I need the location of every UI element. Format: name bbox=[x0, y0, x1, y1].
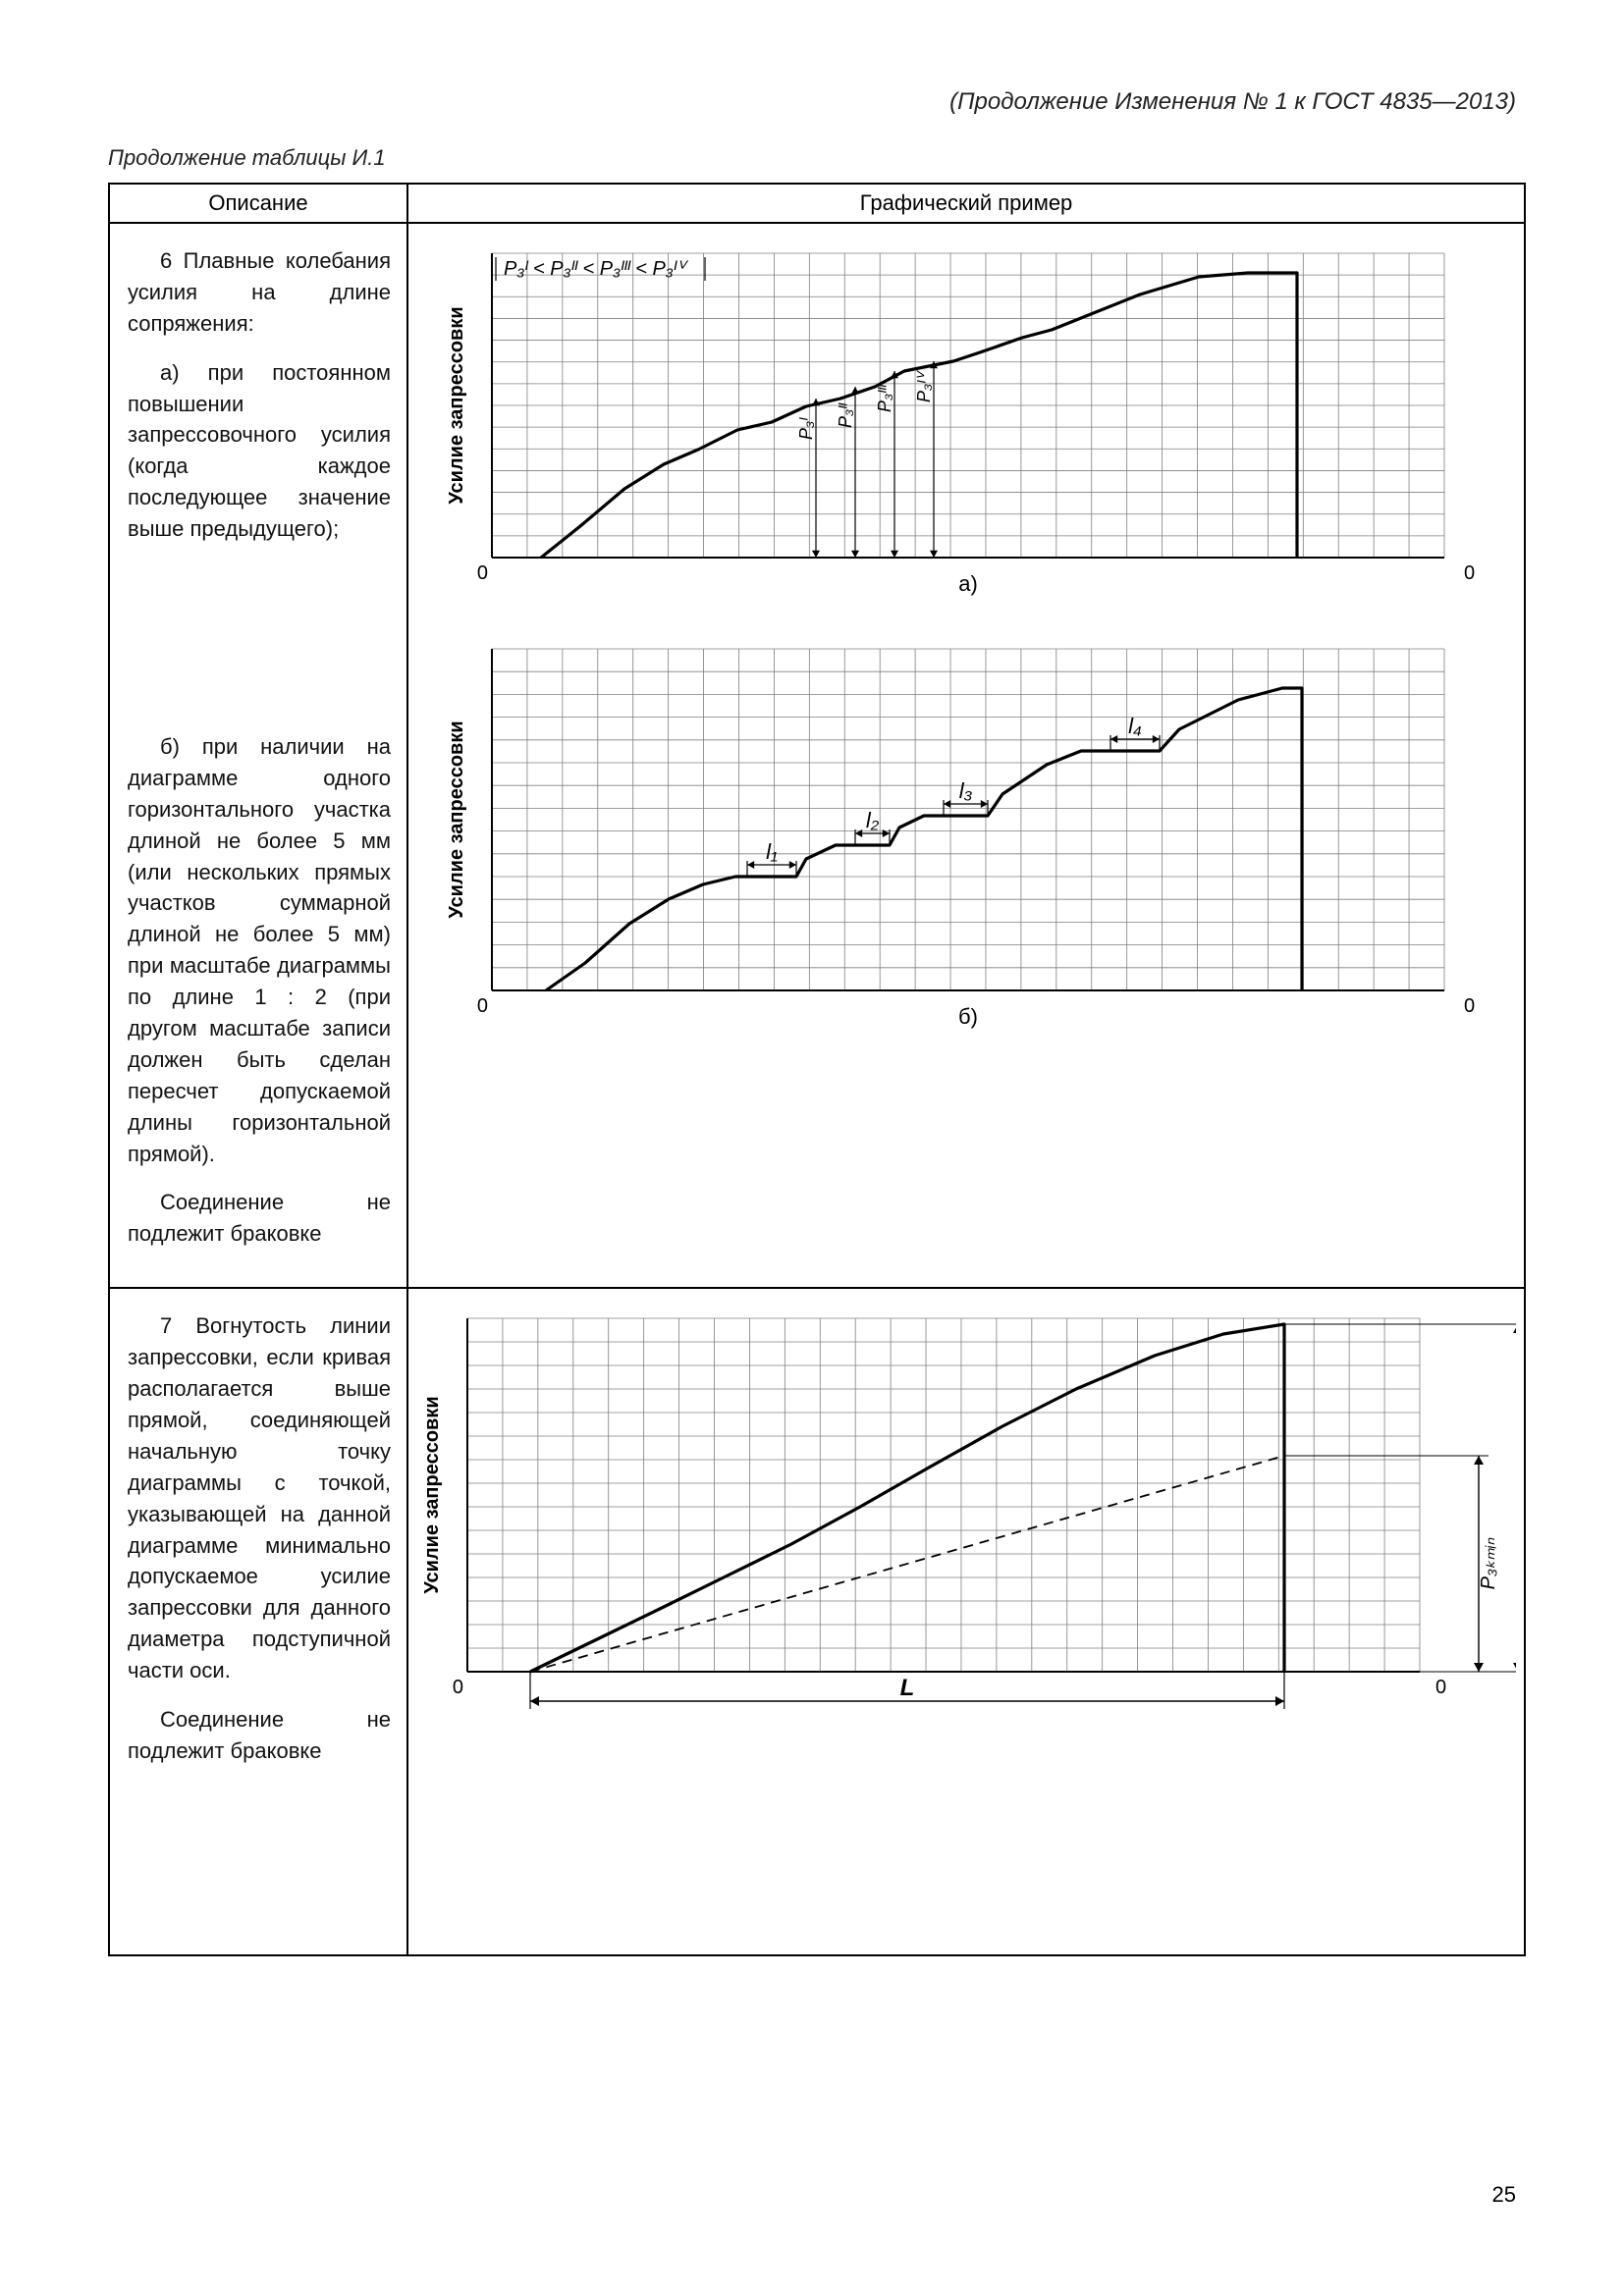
svg-text:l₂: l₂ bbox=[866, 808, 880, 832]
svg-text:l₃: l₃ bbox=[959, 778, 973, 803]
svg-text:l₁: l₁ bbox=[766, 839, 778, 864]
page: (Продолжение Изменения № 1 к ГОСТ 4835—2… bbox=[0, 0, 1624, 2296]
item6-b2: Соединение не подлежит браковке bbox=[128, 1187, 391, 1250]
svg-text:Усилие запрессовки: Усилие запрессовки bbox=[446, 721, 467, 918]
chart-a-wrap: Усилие запрессовки 0 0 P₃ᴵ < P₃ᴵᴵ < P₃ᴵᴵᴵ <… bbox=[441, 241, 1491, 634]
page-number: 25 bbox=[1492, 2182, 1516, 2208]
svg-text:P₃ᴵ < P₃ᴵᴵ < P₃ᴵᴵᴵ < P₃ᴵⱽ: P₃ᴵ < P₃ᴵᴵ < P₃ᴵᴵᴵ < P₃ᴵⱽ bbox=[504, 258, 689, 280]
desc-cell-7: 7 Вогнутость линии запрессовки, если кри… bbox=[109, 1288, 407, 1955]
svg-text:0: 0 bbox=[453, 1677, 463, 1698]
chart-c-wrap: Усилие запрессовки00LP₃ₖP₃ₖₘᵢₙ bbox=[416, 1307, 1516, 1729]
chart-cell-6: Усилие запрессовки 0 0 P₃ᴵ < P₃ᴵᴵ < P₃ᴵᴵᴵ <… bbox=[407, 223, 1525, 1288]
main-table: Описание Графический пример 6 Плавные ко… bbox=[108, 183, 1526, 1956]
svg-text:P₃ᴵᴵ: P₃ᴵᴵ bbox=[836, 402, 855, 428]
col-header-example: Графический пример bbox=[407, 184, 1525, 223]
svg-text:0: 0 bbox=[477, 995, 488, 1017]
svg-text:0: 0 bbox=[477, 562, 488, 584]
svg-text:l₄: l₄ bbox=[1128, 714, 1142, 738]
item7-p2: Соединение не подлежит браковке bbox=[128, 1704, 391, 1767]
svg-text:P₃ᴵⱽ: P₃ᴵⱽ bbox=[914, 370, 934, 402]
table-row: 6 Плавные колебания усилия на длине сопр… bbox=[109, 223, 1525, 1288]
svg-text:0: 0 bbox=[1464, 562, 1475, 584]
chart-b-wrap: Усилие запрессовки 0 0 l₁ l₂ l₃ l₄ б) bbox=[441, 639, 1491, 1071]
header-continuation: (Продолжение Изменения № 1 к ГОСТ 4835—2… bbox=[108, 88, 1526, 116]
svg-text:0: 0 bbox=[1464, 995, 1475, 1017]
item7-p1: 7 Вогнутость линии запрессовки, если кри… bbox=[128, 1310, 391, 1686]
chart-c: Усилие запрессовки00LP₃ₖP₃ₖₘᵢₙ bbox=[416, 1307, 1516, 1729]
desc-cell-6: 6 Плавные колебания усилия на длине сопр… bbox=[109, 223, 407, 1288]
svg-text:Усилие запрессовки: Усилие запрессовки bbox=[446, 306, 467, 504]
item6-lead: 6 Плавные колебания усилия на длине сопр… bbox=[128, 245, 391, 340]
svg-text:P₃ₖₘᵢₙ: P₃ₖₘᵢₙ bbox=[1478, 1537, 1499, 1590]
table-caption: Продолжение таблицы И.1 bbox=[108, 145, 1526, 171]
col-header-desc: Описание bbox=[109, 184, 407, 223]
item6-b1: б) при наличии на диаграмме одного гориз… bbox=[128, 731, 391, 1169]
svg-text:а): а) bbox=[958, 571, 978, 596]
table-row: 7 Вогнутость линии запрессовки, если кри… bbox=[109, 1288, 1525, 1955]
chart-cell-7: Усилие запрессовки00LP₃ₖP₃ₖₘᵢₙ bbox=[407, 1288, 1525, 1955]
svg-text:Усилие запрессовки: Усилие запрессовки bbox=[421, 1397, 443, 1594]
item6-a: а) при постоянном повышении запрессовочн… bbox=[128, 357, 391, 545]
svg-text:0: 0 bbox=[1435, 1677, 1446, 1698]
svg-text:P₃ᴵ: P₃ᴵ bbox=[796, 417, 816, 440]
svg-text:P₃ᴵᴵᴵ: P₃ᴵᴵᴵ bbox=[875, 384, 894, 412]
svg-text:б): б) bbox=[958, 1004, 978, 1029]
svg-text:L: L bbox=[900, 1675, 915, 1701]
chart-a: Усилие запрессовки 0 0 P₃ᴵ < P₃ᴵᴵ < P₃ᴵᴵᴵ <… bbox=[441, 241, 1491, 634]
chart-b: Усилие запрессовки 0 0 l₁ l₂ l₃ l₄ б) bbox=[441, 639, 1491, 1071]
